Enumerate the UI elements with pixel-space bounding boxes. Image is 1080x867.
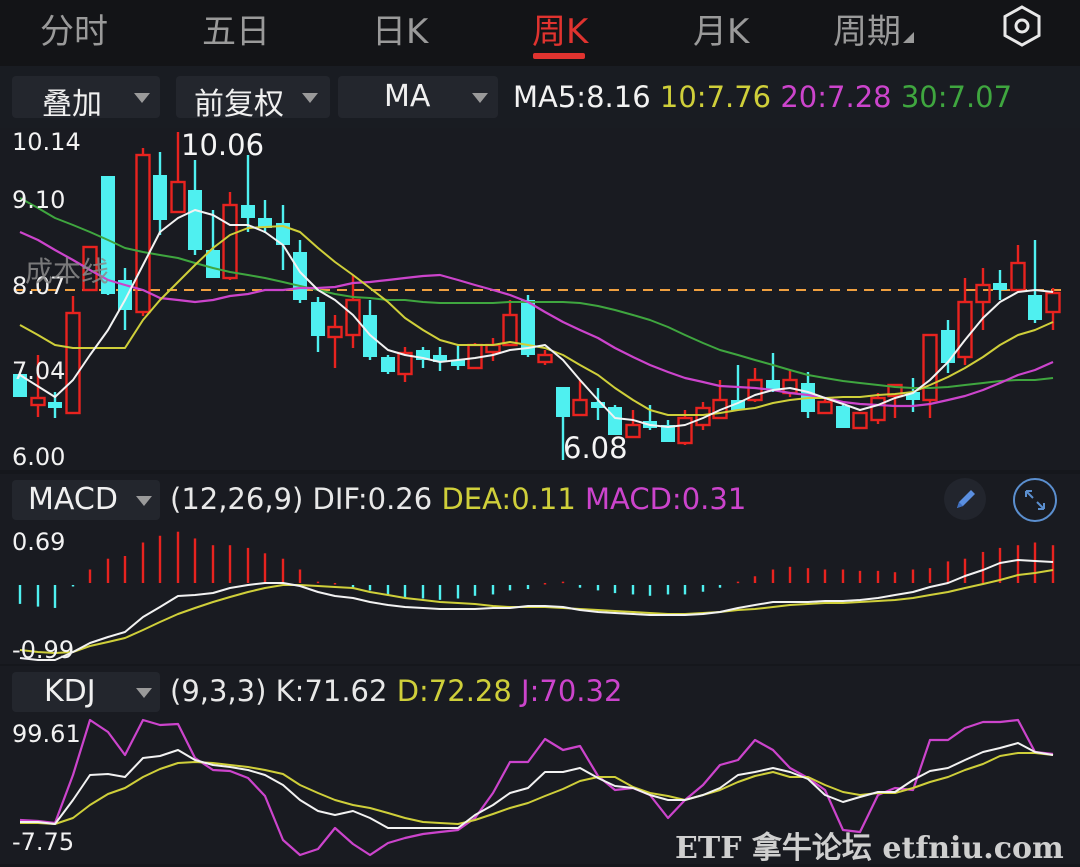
tab-five-day[interactable]: 五日 — [202, 12, 270, 52]
settings-button[interactable] — [1000, 4, 1044, 48]
j-value: 70.32 — [539, 674, 623, 708]
price-adjust-dropdown-label: 前复权 — [194, 87, 284, 122]
chevron-down-icon — [136, 496, 152, 506]
chevron-down-icon — [472, 93, 488, 103]
ma10-value: 7.76 — [706, 80, 772, 114]
overlay-dropdown-label: 叠加 — [42, 87, 102, 122]
tab-monthly-k[interactable]: 月K — [693, 12, 750, 52]
chart-toolbar: 叠加 前复权 MA MA5:8.16 10:7.76 20:7.28 30:7.… — [0, 66, 1080, 128]
dif-label: DIF: — [312, 482, 368, 516]
main-indicator-dropdown-label: MA — [384, 79, 431, 114]
macd-value: 0.31 — [681, 482, 747, 516]
macd-y-min-label: -0.99 — [12, 636, 75, 664]
overlay-dropdown[interactable]: 叠加 — [12, 76, 160, 122]
kdj-y-max-label: 99.61 — [12, 720, 81, 748]
ma20-label: 20: — [780, 80, 828, 114]
kdj-dropdown-label: KDJ — [44, 674, 96, 709]
tab-intraday[interactable]: 分时 — [40, 12, 108, 52]
kdj-indicator-dropdown[interactable]: KDJ — [12, 672, 160, 712]
ma30-label: 30: — [900, 80, 948, 114]
tab-period-label: 周期 — [833, 12, 901, 52]
macd-chart[interactable]: 0.69 -0.99 — [0, 524, 1080, 664]
kdj-params: (9,3,3) — [170, 674, 267, 708]
hexagon-settings-icon — [1003, 5, 1041, 47]
y-axis-label: 9.10 — [12, 186, 66, 214]
ma-values: MA5:8.16 10:7.76 20:7.28 30:7.07 — [513, 80, 1012, 114]
pencil-icon — [957, 490, 975, 508]
k-label: K: — [275, 674, 305, 708]
ma5-value: 8.16 — [586, 80, 651, 114]
dif-value: 0.26 — [367, 482, 433, 516]
y-axis-label: 10.14 — [12, 128, 81, 156]
d-value: 72.28 — [428, 674, 512, 708]
candlestick-chart — [13, 132, 1062, 460]
macd-values: (12,26,9) DIF:0.26 DEA:0.11 MACD:0.31 — [170, 482, 746, 516]
d-label: D: — [396, 674, 429, 708]
period-tab-bar: 分时 五日 日K 周K 月K 周期 — [0, 0, 1080, 66]
ma20-value: 7.28 — [827, 80, 892, 114]
j-label: J: — [521, 674, 540, 708]
chevron-down-icon — [302, 93, 318, 103]
ma5-label: MA5: — [513, 80, 587, 114]
edit-indicator-button[interactable] — [944, 478, 986, 520]
kdj-chart[interactable]: 99.61 -7.75 — [0, 716, 1080, 864]
low-price-marker: 6.08 — [563, 431, 628, 465]
k-value: 71.62 — [304, 674, 388, 708]
price-adjust-dropdown[interactable]: 前复权 — [176, 76, 330, 122]
macd-params: (12,26,9) — [170, 482, 304, 516]
macd-header: MACD (12,26,9) DIF:0.26 DEA:0.11 MACD:0.… — [0, 474, 1080, 524]
caret-down-icon — [903, 32, 914, 43]
expand-arrows-icon — [1013, 478, 1057, 522]
watermark: ETF 拿牛论坛 etfniu.com — [675, 831, 1064, 866]
tab-daily-k[interactable]: 日K — [372, 12, 429, 52]
kdj-y-min-label: -7.75 — [12, 828, 75, 856]
macd-y-max-label: 0.69 — [12, 528, 66, 556]
dea-value: 0.11 — [511, 482, 576, 516]
macd-chart-canvas — [18, 531, 1055, 661]
kdj-values: (9,3,3) K:71.62 D:72.28 J:70.32 — [170, 674, 622, 708]
ma10-label: 10: — [659, 80, 707, 114]
tab-period[interactable]: 周期 — [833, 4, 914, 53]
main-indicator-dropdown[interactable]: MA — [338, 76, 498, 118]
y-axis-label: 8.07 — [12, 272, 66, 300]
chevron-down-icon — [134, 93, 150, 103]
macd-dropdown-label: MACD — [28, 482, 118, 517]
high-price-marker: 10.06 — [181, 128, 265, 162]
ma30-value: 7.07 — [947, 80, 1013, 114]
chevron-down-icon — [136, 688, 152, 698]
tab-weekly-k[interactable]: 周K — [532, 12, 589, 52]
main-price-chart[interactable]: 10.14 9.10 8.07 7.04 6.00 成本线 10.06 6.08 — [0, 128, 1080, 471]
y-axis-label: 7.04 — [12, 357, 66, 385]
expand-chart-button[interactable] — [1012, 477, 1058, 523]
dea-label: DEA: — [441, 482, 512, 516]
kdj-header: KDJ (9,3,3) K:71.62 D:72.28 J:70.32 — [0, 666, 1080, 716]
active-tab-indicator — [533, 53, 585, 59]
macd-label: MACD: — [585, 482, 682, 516]
kdj-chart-canvas — [19, 718, 1054, 857]
macd-indicator-dropdown[interactable]: MACD — [12, 480, 160, 520]
cost-line-label: 成本线 — [25, 255, 110, 288]
y-axis-label: 6.00 — [12, 443, 66, 471]
